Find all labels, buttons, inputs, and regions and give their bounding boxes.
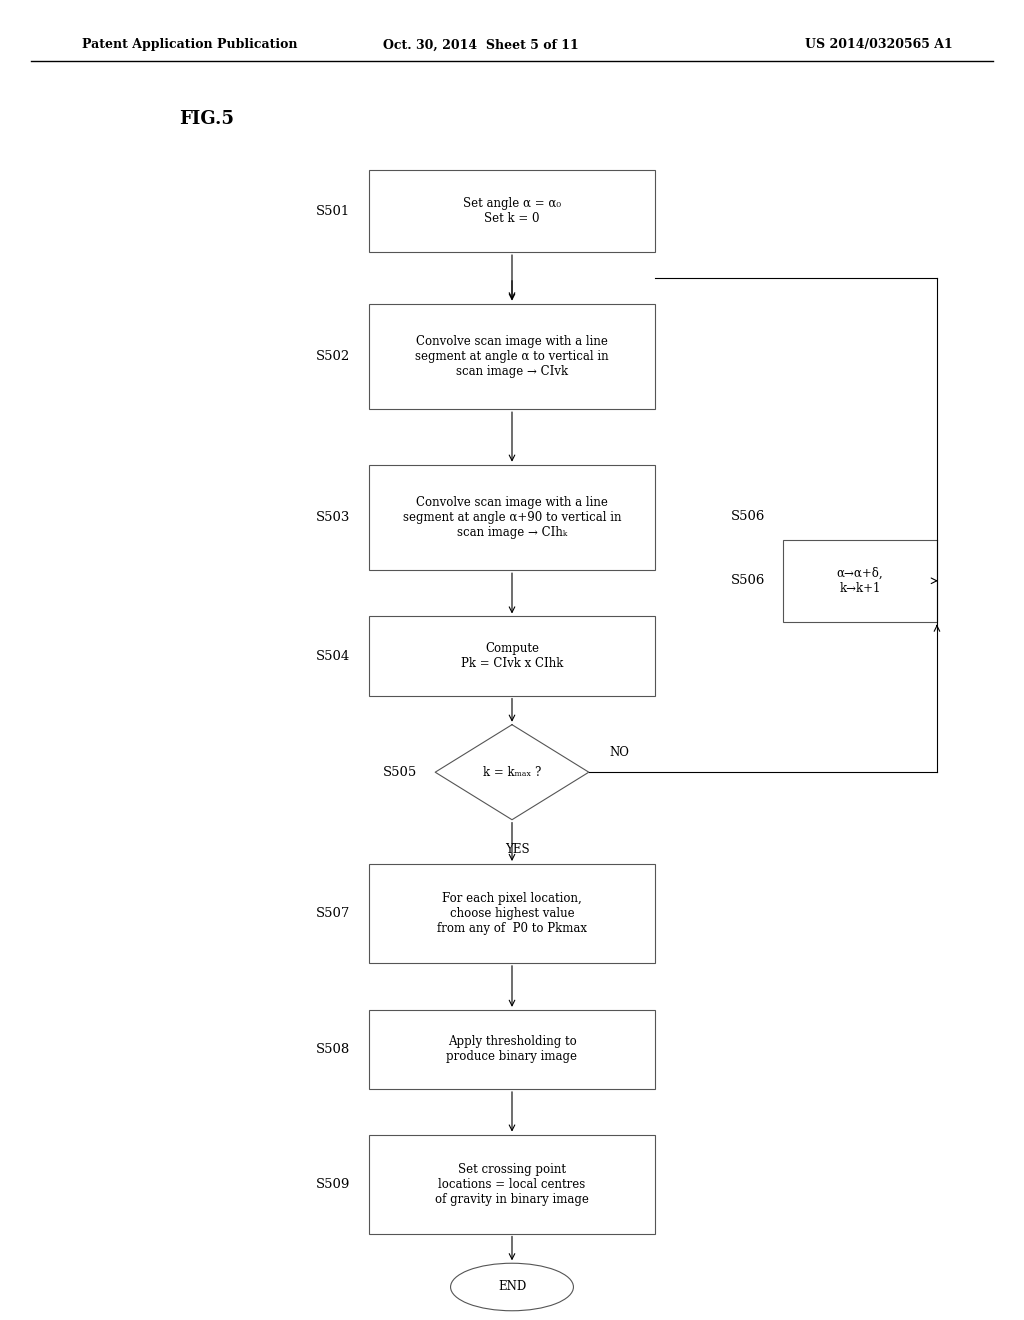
Text: FIG.5: FIG.5 — [179, 110, 234, 128]
FancyBboxPatch shape — [369, 1134, 655, 1233]
Polygon shape — [435, 725, 589, 820]
Text: S507: S507 — [315, 907, 350, 920]
FancyBboxPatch shape — [783, 540, 937, 622]
FancyBboxPatch shape — [369, 616, 655, 696]
Text: NO: NO — [609, 746, 629, 759]
Text: Compute
Pk = CIvk x CIhk: Compute Pk = CIvk x CIhk — [461, 642, 563, 671]
FancyBboxPatch shape — [369, 1010, 655, 1089]
Text: Apply thresholding to
produce binary image: Apply thresholding to produce binary ima… — [446, 1035, 578, 1064]
Ellipse shape — [451, 1263, 573, 1311]
Text: Patent Application Publication: Patent Application Publication — [82, 38, 297, 51]
Text: END: END — [498, 1280, 526, 1294]
Text: S506: S506 — [730, 574, 765, 587]
Text: S504: S504 — [316, 649, 350, 663]
FancyBboxPatch shape — [369, 465, 655, 570]
Text: Oct. 30, 2014  Sheet 5 of 11: Oct. 30, 2014 Sheet 5 of 11 — [383, 38, 580, 51]
Text: YES: YES — [505, 843, 529, 857]
Text: α→α+δ,
k→k+1: α→α+δ, k→k+1 — [837, 566, 884, 595]
Text: S509: S509 — [315, 1177, 350, 1191]
Text: US 2014/0320565 A1: US 2014/0320565 A1 — [805, 38, 952, 51]
Text: k = kₘₐₓ ?: k = kₘₐₓ ? — [482, 766, 542, 779]
FancyBboxPatch shape — [369, 863, 655, 964]
Text: S503: S503 — [315, 511, 350, 524]
Text: S508: S508 — [316, 1043, 350, 1056]
FancyBboxPatch shape — [369, 304, 655, 409]
Text: Convolve scan image with a line
segment at angle α+90 to vertical in
scan image : Convolve scan image with a line segment … — [402, 496, 622, 539]
Text: For each pixel location,
choose highest value
from any of  P0 to Pkmax: For each pixel location, choose highest … — [437, 892, 587, 935]
Text: S505: S505 — [383, 766, 417, 779]
Text: Set angle α = α₀
Set k = 0: Set angle α = α₀ Set k = 0 — [463, 197, 561, 226]
Text: Convolve scan image with a line
segment at angle α to vertical in
scan image → C: Convolve scan image with a line segment … — [415, 335, 609, 378]
Text: S506: S506 — [730, 510, 765, 523]
Text: S502: S502 — [316, 350, 350, 363]
FancyBboxPatch shape — [369, 170, 655, 252]
Text: Set crossing point
locations = local centres
of gravity in binary image: Set crossing point locations = local cen… — [435, 1163, 589, 1205]
Text: S501: S501 — [316, 205, 350, 218]
